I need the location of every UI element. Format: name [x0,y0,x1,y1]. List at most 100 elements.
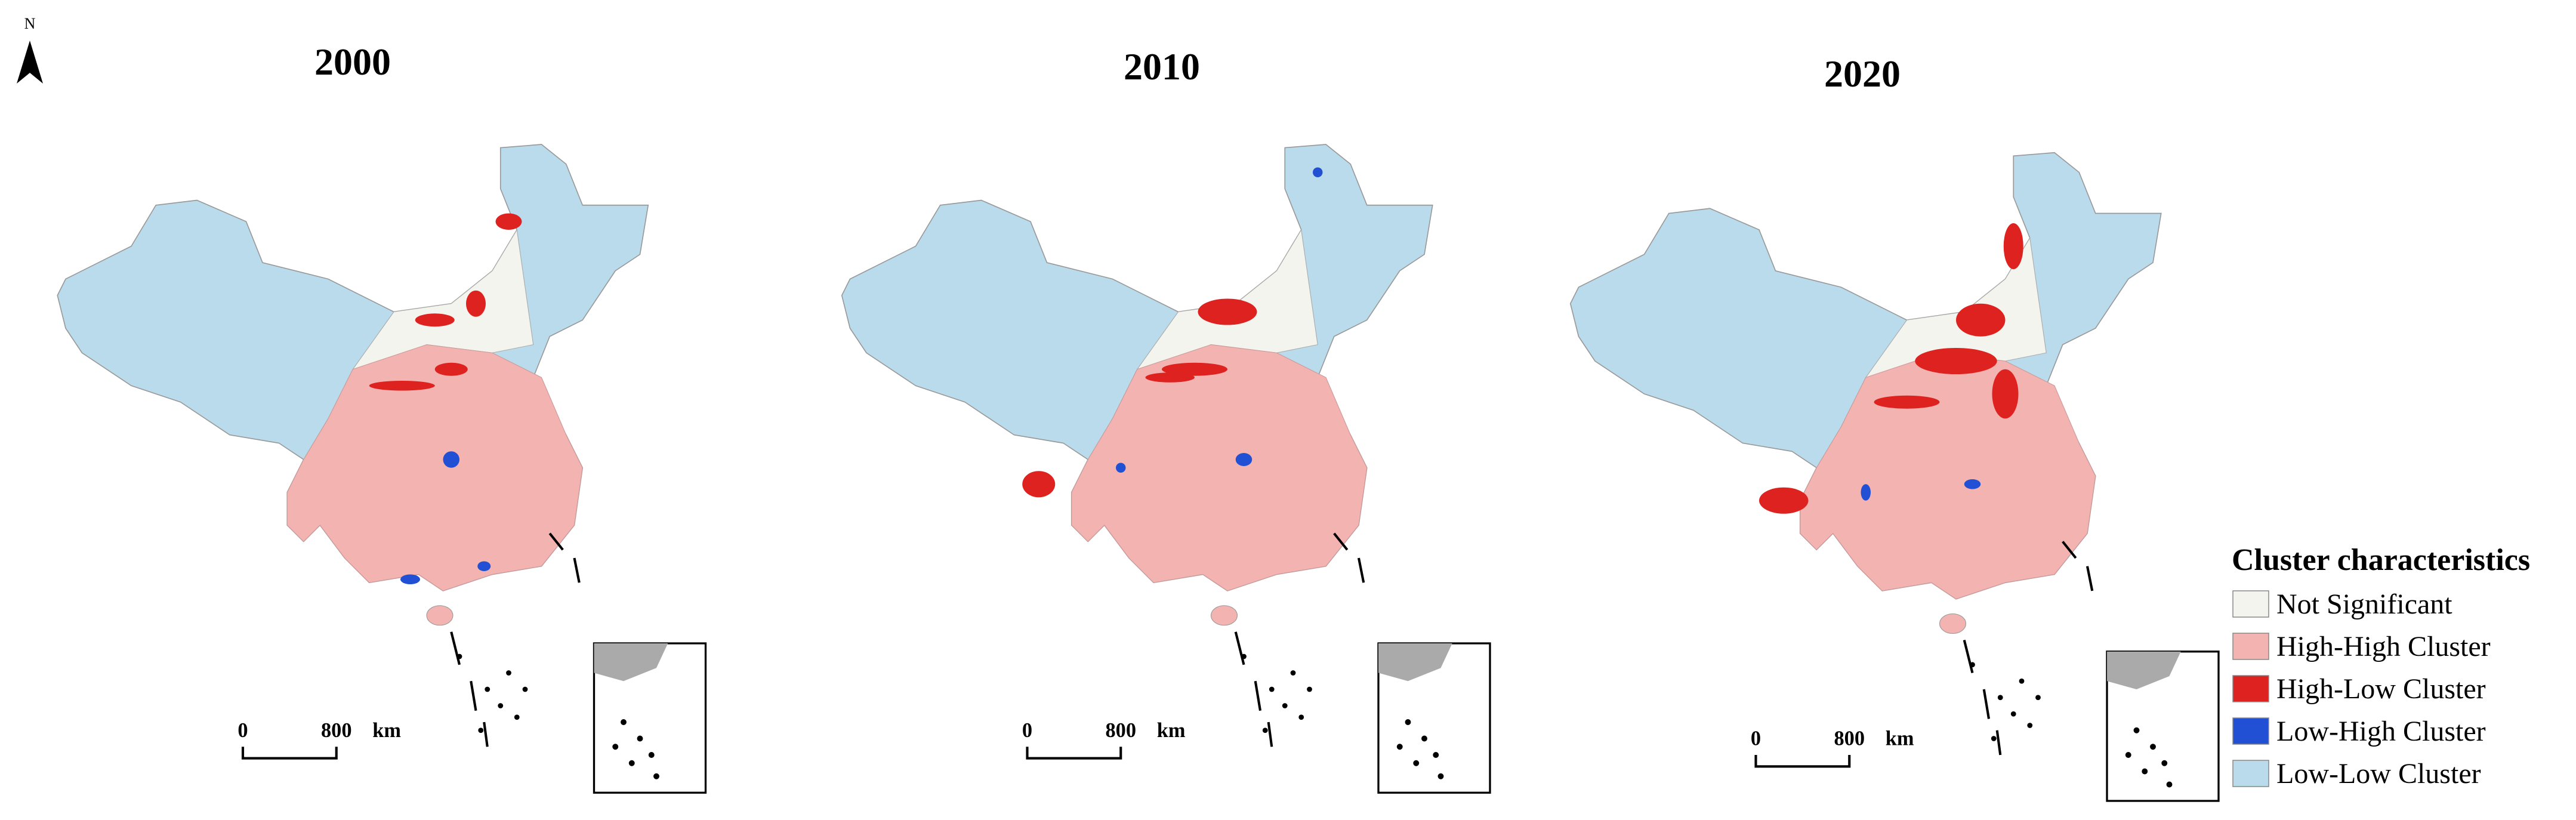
map: 0 800 km [56,143,707,794]
legend-label: Low-Low Cluster [2276,758,2481,790]
island [2010,711,2016,717]
high-low-area [415,313,455,327]
inset-island [2161,760,2168,766]
island [1307,686,1312,692]
inset-island [628,760,635,766]
low-high-area [400,574,420,584]
island [1282,703,1288,708]
island [1262,727,1268,733]
island [1290,670,1296,676]
inset-island [1421,735,1427,742]
island [1991,736,1997,741]
low-high-area [1964,479,1981,489]
north-arrow: N [17,15,43,84]
scale-start: 0 [1022,719,1032,742]
inset-island [612,744,619,750]
high-low-area [466,290,486,317]
island [1997,695,2003,701]
scale-unit: km [1886,727,1914,750]
inset-land [1378,643,1452,682]
scale-bar [241,747,338,760]
maps: 0 800 km 0 800 km 0 800 km [56,143,2220,802]
nine-dash-line [450,532,581,747]
high-low-area [1198,298,1257,325]
inset-island [1405,719,1411,725]
map-title: 2000 [314,41,391,83]
high-low-area [1759,487,1809,514]
nine-dash-line [1234,532,1365,747]
scale-start: 0 [237,719,248,742]
scale-end: 800 [1105,719,1136,742]
island [1269,686,1275,692]
inset-island [1433,752,1439,758]
inset-island [1396,744,1403,750]
nine-dash-line [1963,541,2094,756]
legend-title: Cluster characteristics [2232,543,2530,577]
high-low-area [434,362,468,376]
legend-swatch [2232,633,2269,660]
high-low-area [1162,362,1227,376]
inset-island [637,735,643,742]
high-low-area [2003,223,2023,269]
high-low-area [369,381,435,391]
inset-land [594,643,668,682]
island [498,703,504,708]
inset-land [2107,651,2181,689]
scale-bar [1026,747,1122,760]
island [2019,678,2025,684]
inset-island [653,773,659,779]
high-low-area [1022,471,1056,498]
island [456,653,462,659]
island [1970,662,1975,668]
legend-label: High-Low Cluster [2276,673,2486,705]
island [1298,714,1304,720]
island [478,727,484,733]
legend-label: Not Significant [2276,588,2452,620]
legend-swatch [2232,760,2269,787]
scale-start: 0 [1751,727,1761,750]
low-high-area [1313,167,1323,177]
low-high-area [1235,453,1252,466]
legend-swatch [2232,675,2269,702]
inset-island [1437,773,1444,779]
hainan [1939,613,1967,634]
north-arrow-shape [17,41,43,84]
high-low-area [1956,303,2006,337]
low-high-area [477,561,491,571]
inset-island [2133,727,2140,733]
high-low-area [1915,348,1997,374]
low-high-area [443,451,459,468]
island [522,686,528,692]
map: 0 800 km [1569,152,2220,802]
low-high-area [1861,484,1871,501]
island [514,714,520,720]
inset-island [621,719,627,725]
inset-island [2166,781,2173,788]
hainan [1210,605,1238,626]
inset-island [2142,768,2148,775]
legend-label: High-High Cluster [2276,631,2491,662]
scale-unit: km [1157,719,1186,742]
inset-island [648,752,655,758]
legend: Cluster characteristics Not Significant H… [2232,543,2530,790]
legend-swatch [2232,717,2269,745]
scale-end: 800 [1834,727,1865,750]
hainan [426,605,454,626]
island [1241,653,1247,659]
inset-island [2150,744,2156,750]
high-low-area [495,213,522,230]
map-title: 2010 [1124,45,1200,88]
scale-unit: km [372,719,401,742]
high-low-area [1874,395,1940,409]
island [506,670,511,676]
island [2035,695,2041,701]
legend-label: Low-High Cluster [2276,716,2486,747]
inset-island [2125,752,2131,758]
high-low-area [1992,369,2019,419]
high-low-area [1145,372,1195,383]
low-high-area [1116,463,1126,473]
island [2027,723,2033,728]
north-label: N [24,15,36,32]
map: 0 800 km [841,143,1491,794]
